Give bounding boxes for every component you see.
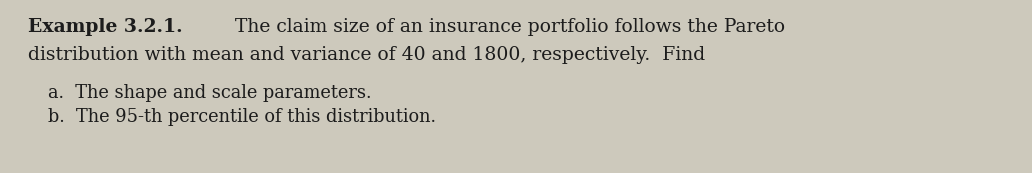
Text: The claim size of an insurance portfolio follows the Pareto: The claim size of an insurance portfolio… — [211, 18, 784, 36]
Text: Example 3.2.1.: Example 3.2.1. — [28, 18, 183, 36]
Text: a.  The shape and scale parameters.: a. The shape and scale parameters. — [49, 84, 372, 102]
Text: b.  The 95-th percentile of this distribution.: b. The 95-th percentile of this distribu… — [49, 108, 436, 126]
Text: distribution with mean and variance of 40 and 1800, respectively.  Find: distribution with mean and variance of 4… — [28, 46, 705, 64]
